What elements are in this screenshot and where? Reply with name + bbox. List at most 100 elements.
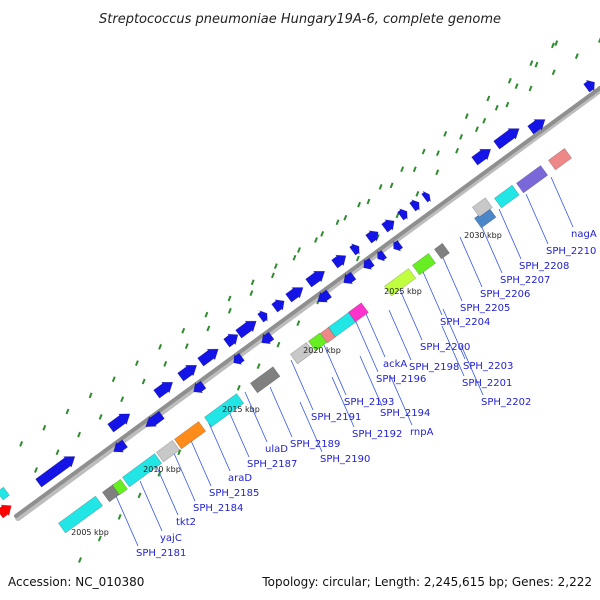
genome-backbone (14, 86, 600, 518)
tick-mark (204, 311, 209, 318)
leader-line (207, 420, 231, 472)
label-leader-lines (115, 176, 574, 547)
gene-feature (319, 326, 336, 344)
gene-feature (35, 456, 76, 488)
tick-mark (297, 247, 301, 253)
tick-mark (459, 134, 464, 140)
gene-label: SPH_2198 (409, 362, 459, 373)
gene-label: SPH_2208 (519, 261, 569, 272)
tick-mark (464, 113, 469, 120)
tick-mark (117, 514, 122, 520)
gene-feature (433, 242, 450, 260)
tick-mark (34, 467, 38, 473)
tick-mark (65, 408, 70, 415)
tick-mark (320, 230, 325, 237)
tick-mark (250, 279, 255, 286)
tick-mark (412, 166, 417, 173)
gene-feature (0, 486, 10, 501)
tick-mark (486, 95, 491, 102)
gene-label: SPH_2191 (311, 412, 361, 423)
gene-feature (173, 421, 207, 450)
gene-feature (377, 249, 388, 262)
gene-feature (343, 271, 357, 285)
gene-feature (145, 410, 165, 428)
tick-mark (98, 414, 103, 420)
gene-label: tkt2 (176, 517, 196, 528)
gene-feature (203, 393, 245, 428)
gene-feature (317, 289, 333, 303)
tick-mark (507, 77, 512, 84)
gene-feature (397, 208, 408, 221)
tick-mark (534, 61, 539, 68)
leader-line (498, 208, 522, 260)
leader-line (459, 236, 483, 288)
tick-mark (55, 449, 60, 456)
tick-mark (111, 376, 116, 383)
leader-line (188, 435, 212, 487)
gene-feature (271, 299, 285, 313)
kbp-labels: 2005 kbp 2010 kbp 2015 kbp 2020 kbp 2025 kbp… (71, 231, 502, 537)
gene-label: SPH_2203 (463, 361, 513, 372)
gene-feature (411, 252, 437, 276)
kbp-label: 2025 kbp (384, 287, 422, 296)
tick-mark (88, 392, 93, 399)
tick-mark (455, 147, 460, 154)
gene-feature (107, 413, 131, 433)
tick-mark (494, 104, 499, 111)
gene-feature (197, 348, 219, 367)
leader-line (244, 391, 268, 443)
tick-mark (137, 492, 142, 499)
genome-summary-text: Topology: circular; Length: 2,245,615 bp… (261, 575, 592, 589)
tick-mark (435, 150, 440, 156)
gene-label: SPH_2207 (500, 275, 550, 286)
kbp-label: 2015 kbp (222, 405, 260, 414)
tick-mark (77, 431, 82, 438)
leader-line (479, 222, 503, 274)
tick-mark (296, 320, 301, 326)
tick-mark (236, 384, 241, 391)
gene-labels: SPH_2181 yajC tkt2 SPH_2184 SPH_2185 araD SPH_… (136, 229, 597, 559)
tick-mark (574, 53, 579, 60)
leader-line (419, 264, 443, 316)
leader-line (389, 374, 413, 426)
gene-feature (249, 366, 281, 394)
tick-mark (227, 307, 232, 314)
tick-mark (249, 290, 254, 296)
gene-feature (113, 439, 129, 453)
gene-feature (381, 219, 395, 233)
gene-label: SPH_2181 (136, 548, 186, 559)
leader-line (290, 359, 314, 411)
tick-mark (378, 184, 383, 190)
gene-label: SPH_2204 (440, 317, 490, 328)
tick-mark (528, 85, 533, 92)
gene-feature (307, 332, 328, 352)
tick-mark (276, 341, 281, 348)
gene-label: araD (228, 473, 252, 484)
gene-feature (0, 504, 12, 519)
tick-mark (270, 272, 275, 279)
gene-label: SPH_2196 (376, 374, 426, 385)
gene-label: SPH_2193 (344, 397, 394, 408)
gene-feature (583, 79, 595, 93)
tick-mark (514, 83, 519, 90)
gene-feature (57, 495, 104, 534)
gene-label: SPH_2205 (460, 303, 510, 314)
tick-mark (474, 126, 479, 133)
gene-feature (365, 230, 379, 244)
tick-mark (256, 363, 261, 370)
tick-mark (435, 169, 440, 176)
gene-label: SPH_2190 (320, 454, 370, 465)
gene-feature (471, 149, 492, 166)
tick-mark (366, 198, 371, 205)
tick-mark (157, 470, 162, 477)
leader-line (139, 480, 163, 532)
kbp-label: 2030 kbp (464, 231, 502, 240)
gene-label: yajC (160, 533, 182, 544)
tick-mark (529, 60, 534, 66)
tick-mark (206, 325, 211, 332)
leader-line (299, 401, 323, 453)
gene-feature (493, 184, 520, 209)
leader-line (362, 306, 386, 358)
gene-feature (153, 381, 174, 399)
